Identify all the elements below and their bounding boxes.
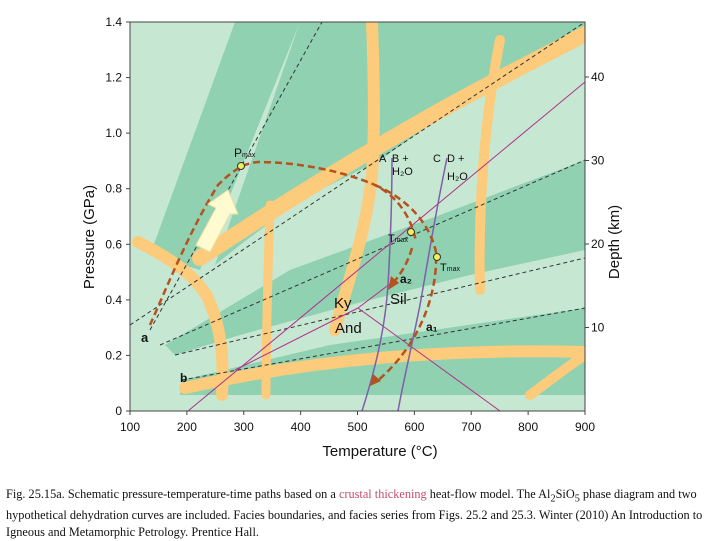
y-axis-label: Pressure (GPa) <box>81 185 98 289</box>
curve-label-ab: A B + <box>379 153 409 165</box>
series-line-5 <box>181 307 585 381</box>
x-axis: 100 200 300 400 500 600 700 800 900 <box>120 411 595 434</box>
facies-series-lines <box>130 22 585 381</box>
tmax-label-1: Tmax <box>388 233 408 245</box>
series-line-1 <box>149 22 323 331</box>
x-tick-label: 400 <box>291 420 311 434</box>
dehydration-curves <box>361 157 448 411</box>
tmax-label-2: Tmax <box>440 262 460 274</box>
caption-text-5: phase diagram and two hypothetical dehyd… <box>6 487 703 540</box>
point-b-label: b <box>180 371 187 385</box>
ky-label: Ky <box>334 295 352 312</box>
x-tick-label: 100 <box>120 420 140 434</box>
reaction-curve-cd <box>397 157 448 411</box>
plot-area <box>130 22 585 411</box>
tmax-point-2 <box>433 253 441 261</box>
depth-tick-label: 40 <box>591 70 605 84</box>
facies-field-low <box>130 395 585 411</box>
y-tick-label: 0.6 <box>105 237 122 251</box>
x-tick-label: 900 <box>575 420 595 434</box>
x-axis-label: Temperature (°C) <box>322 443 437 460</box>
figure-caption: Fig. 25.15a. Schematic pressure-temperat… <box>6 486 718 541</box>
x-tick-label: 300 <box>234 420 254 434</box>
facies-boundary-low <box>179 345 585 394</box>
tmax-point-1 <box>407 228 415 236</box>
caption-text-3: Si <box>555 487 566 501</box>
series-line-4 <box>174 257 585 356</box>
reaction-curve-ab <box>361 157 393 411</box>
y-axis: 0 0.2 0.4 0.6 0.8 1.0 1.2 1.4 <box>105 15 130 418</box>
y-tick-label: 0.2 <box>105 348 122 362</box>
pt-path-diagram: Pmax Tmax Tmax A B + H₂O C D + H₂O Ky Si… <box>81 15 623 460</box>
facies-boundary-left <box>132 236 229 401</box>
x-tick-label: 600 <box>404 420 424 434</box>
y-tick-label: 1.2 <box>105 71 122 85</box>
facies-boundary-major <box>192 26 585 266</box>
depth-tick-label: 30 <box>591 154 605 168</box>
burial-arrow <box>195 189 239 253</box>
and-label: And <box>335 320 362 337</box>
caption-text-2: heat-flow model. The Al <box>426 487 551 501</box>
and-sil-boundary <box>357 307 501 411</box>
x-tick-label: 500 <box>347 420 367 434</box>
depth-axis: 10 20 30 40 <box>585 70 605 335</box>
pt-path-a2-end <box>393 247 414 283</box>
arrowhead-a2 <box>388 276 399 290</box>
caption-sub-1: 2 <box>550 493 556 505</box>
y-tick-label: 1.0 <box>105 126 122 140</box>
point-a-label: a <box>141 330 149 345</box>
h2o-label-2: H₂O <box>447 171 468 183</box>
depth-axis-label: Depth (km) <box>606 205 623 279</box>
ky-and-boundary <box>234 307 359 371</box>
x-tick-label: 700 <box>461 420 481 434</box>
y-tick-label: 0 <box>115 404 122 418</box>
sil-label: Sil <box>390 291 407 308</box>
pt-path-a2 <box>148 160 418 326</box>
facies-boundaries <box>132 22 585 401</box>
al2sio5-phase-lines <box>234 279 501 411</box>
facies-boundary-vertical-1 <box>329 22 380 336</box>
y-tick-label: 0.8 <box>105 182 122 196</box>
depth-tick-label: 20 <box>591 237 605 251</box>
point-a1-label: a₁ <box>426 320 438 334</box>
series-line-3 <box>159 159 585 346</box>
point-a2-label: a₂ <box>400 272 412 286</box>
caption-sub-2: 5 <box>574 493 580 505</box>
facies-boundary-low-right <box>525 350 585 400</box>
x-tick-label: 800 <box>518 420 538 434</box>
geotherm-line <box>187 81 585 411</box>
h2o-label-1: H₂O <box>392 166 413 178</box>
depth-tick-label: 10 <box>591 321 605 335</box>
arrowhead-a1 <box>370 374 381 386</box>
x-tick-label: 200 <box>177 420 197 434</box>
facies-boundary-right <box>474 35 505 295</box>
pmax-label: Pmax <box>234 146 256 160</box>
ky-sil-boundary <box>357 279 396 309</box>
curve-label-cd: C D + <box>433 153 464 165</box>
caption-highlight: crustal thickening <box>338 487 427 501</box>
facies-band-blueschist <box>150 22 300 270</box>
y-tick-label: 0.4 <box>105 293 122 307</box>
pmax-point <box>237 162 245 170</box>
caption-text-1: Fig. 25.15a. Schematic pressure-temperat… <box>6 487 339 501</box>
caption-text-4: O <box>565 487 575 501</box>
series-line-2 <box>130 22 585 326</box>
y-tick-label: 1.4 <box>105 15 122 29</box>
